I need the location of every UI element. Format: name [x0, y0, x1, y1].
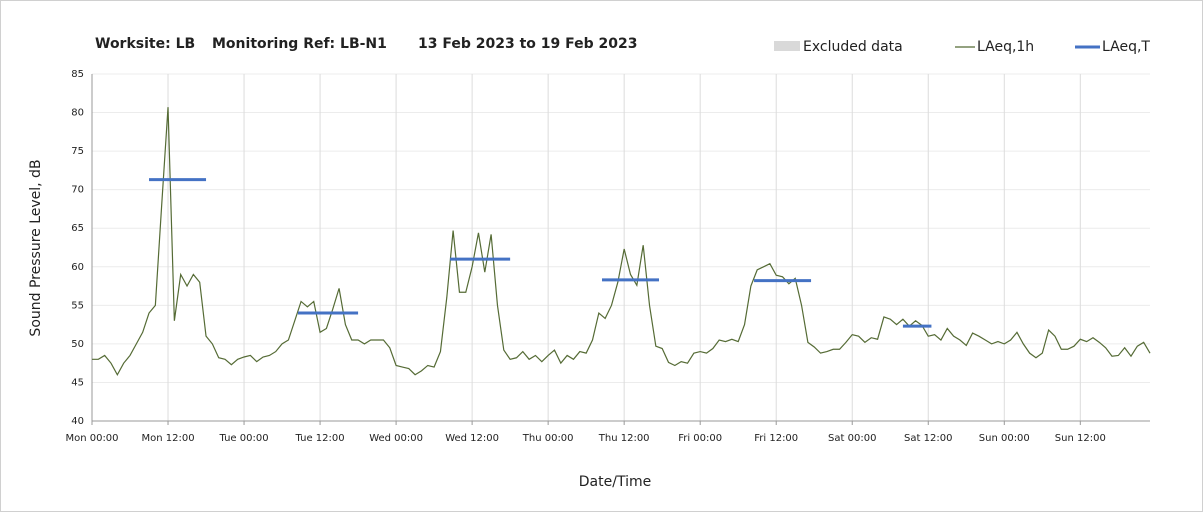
y-tick-label: 80: [71, 108, 84, 119]
x-tick-label: Sun 00:00: [979, 433, 1030, 444]
x-tick-label: Wed 00:00: [369, 433, 423, 444]
legend-label: LAeq,T: [1102, 39, 1150, 55]
y-tick-label: 65: [71, 223, 84, 234]
line-series: [92, 107, 1151, 376]
chart-title: 13 Feb 2023 to 19 Feb 2023: [418, 36, 637, 52]
chart-title: Worksite: LB: [95, 36, 195, 52]
x-tick-label: Thu 12:00: [598, 433, 650, 444]
x-axis-label: Date/Time: [579, 474, 651, 490]
y-tick-label: 85: [71, 69, 84, 80]
legend-swatch: [774, 41, 800, 51]
y-tick-label: 70: [71, 185, 84, 196]
x-tick-label: Tue 00:00: [219, 433, 269, 444]
x-tick-label: Tue 12:00: [295, 433, 345, 444]
y-tick-label: 55: [71, 300, 84, 311]
x-tick-label: Mon 00:00: [65, 433, 118, 444]
x-tick-label: Fri 12:00: [754, 433, 798, 444]
x-tick-label: Sat 00:00: [828, 433, 876, 444]
chart-title: Monitoring Ref: LB-N1: [212, 36, 387, 52]
x-tick-label: Thu 00:00: [522, 433, 574, 444]
legend-label: Excluded data: [803, 39, 903, 55]
y-tick-label: 40: [71, 416, 84, 427]
x-tick-label: Sat 12:00: [904, 433, 952, 444]
x-tick-label: Sun 12:00: [1055, 433, 1106, 444]
y-tick-label: 45: [71, 377, 84, 388]
y-axis-label: Sound Pressure Level, dB: [28, 159, 44, 336]
x-tick-label: Wed 12:00: [445, 433, 499, 444]
x-tick-label: Mon 12:00: [141, 433, 194, 444]
y-tick-label: 60: [71, 262, 84, 273]
y-tick-label: 75: [71, 146, 84, 157]
legend-label: LAeq,1h: [977, 39, 1034, 55]
y-tick-label: 50: [71, 339, 84, 350]
x-tick-label: Fri 00:00: [678, 433, 722, 444]
